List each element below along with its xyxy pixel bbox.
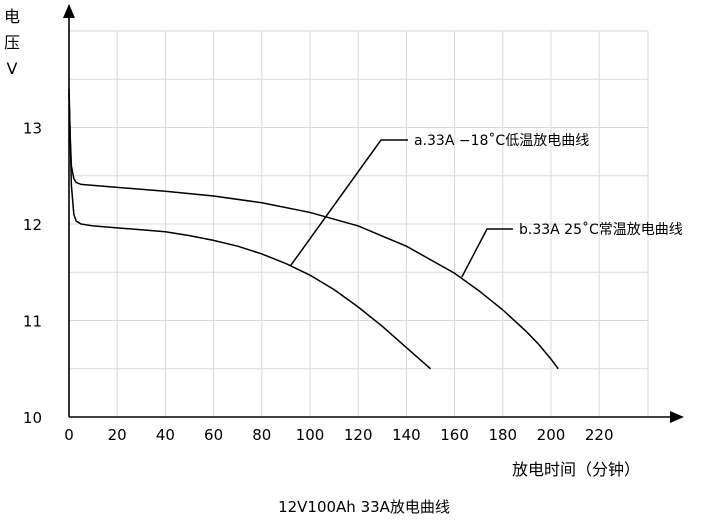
x-tick-label: 200	[537, 426, 566, 444]
x-tick-label: 20	[108, 426, 127, 444]
x-tick-label: 80	[252, 426, 271, 444]
y-axis-label-char: 压	[4, 33, 20, 52]
y-axis-arrow-icon	[63, 4, 75, 18]
series-lines	[68, 88, 559, 370]
x-tick-label: 140	[392, 426, 421, 444]
x-axis-label: 放电时间（分钟）	[512, 460, 640, 479]
y-tick-label: 11	[23, 313, 42, 331]
annotation-label-b: b.33A 25˚C常温放电曲线	[519, 221, 683, 238]
x-tick-label: 160	[440, 426, 469, 444]
annotation-leader-a	[290, 139, 408, 266]
axes	[63, 4, 684, 423]
y-tick-labels: 10 11 12 13	[23, 120, 42, 428]
annotation-label-a: a.33A −18˚C低温放电曲线	[414, 132, 589, 149]
x-tick-label: 60	[204, 426, 223, 444]
x-tick-label: 40	[156, 426, 175, 444]
grid-lines	[69, 30, 649, 417]
series-line-a	[68, 88, 431, 370]
x-tick-label: 100	[296, 426, 325, 444]
y-tick-label: 13	[23, 120, 42, 138]
x-axis-arrow-icon	[670, 411, 684, 423]
x-tick-label: 0	[64, 426, 74, 444]
y-axis-label-char: V	[7, 59, 18, 78]
y-axis-label-char: 电	[4, 7, 20, 26]
annotation-leader-b	[461, 228, 513, 278]
chart-title: 12V100Ah 33A放电曲线	[278, 498, 450, 516]
x-tick-label: 120	[344, 426, 373, 444]
series-annotations: a.33A −18˚C低温放电曲线 b.33A 25˚C常温放电曲线	[290, 132, 683, 278]
y-axis-label: 电压V	[4, 7, 20, 78]
y-tick-label: 12	[23, 216, 42, 234]
series-line-b	[68, 93, 559, 370]
x-tick-label: 180	[488, 426, 517, 444]
x-tick-labels: 0 20 40 60 80 100 120 140 160 180 200 220	[64, 426, 613, 444]
x-tick-label: 220	[585, 426, 614, 444]
y-tick-label: 10	[23, 409, 42, 427]
